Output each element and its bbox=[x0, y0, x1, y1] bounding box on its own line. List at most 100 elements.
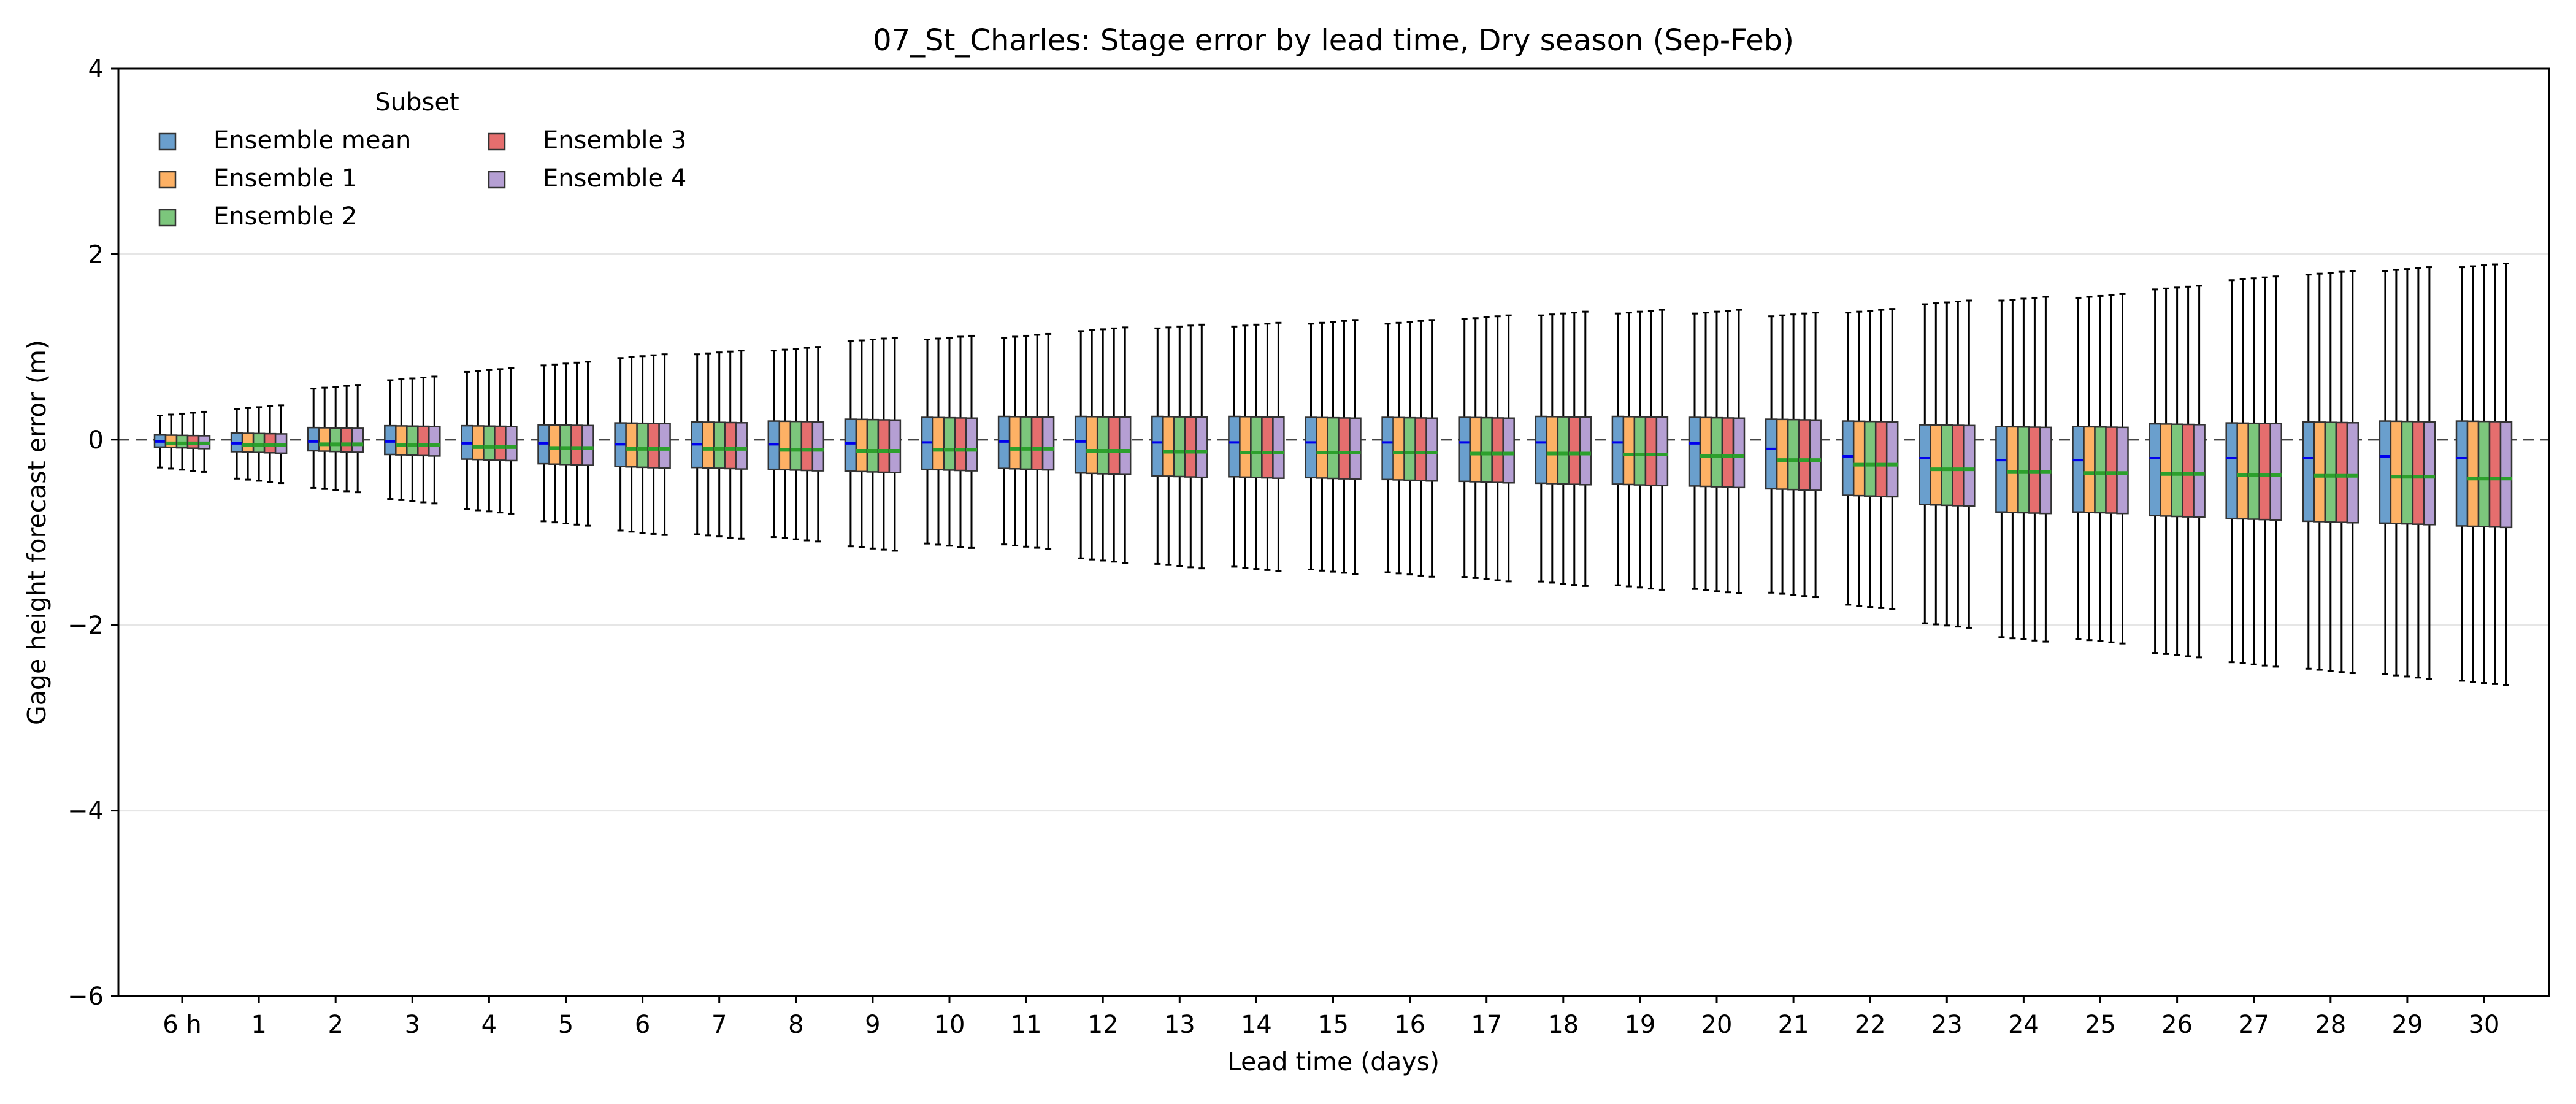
x-tick-label: 10 bbox=[934, 1011, 965, 1039]
box bbox=[2006, 426, 2019, 513]
legend: Subset Ensemble mean Ensemble 1 Ensemble 2… bbox=[158, 88, 686, 231]
box bbox=[1019, 416, 1033, 470]
x-tick-label: 17 bbox=[1471, 1011, 1502, 1039]
legend-swatch bbox=[158, 171, 177, 189]
box-group bbox=[1688, 309, 1746, 594]
box bbox=[1941, 424, 1953, 507]
box bbox=[1699, 416, 1712, 488]
box bbox=[1250, 416, 1263, 478]
grid-lines bbox=[118, 253, 2549, 812]
x-axis-label: Lead time (days) bbox=[1227, 1047, 1439, 1076]
box bbox=[1809, 419, 1822, 491]
box-group bbox=[153, 410, 211, 473]
box bbox=[1107, 416, 1121, 475]
x-axis: 6 h 1 2 3 4 5 6 7 8 9 10 11 12 13 14 15 16 17 18 19 20 21 22 23… bbox=[163, 996, 2499, 1039]
box bbox=[505, 426, 518, 462]
box-group bbox=[767, 346, 825, 543]
box bbox=[2171, 423, 2183, 518]
box bbox=[1349, 417, 1362, 480]
x-tick-label: 5 bbox=[558, 1011, 573, 1039]
box bbox=[1852, 420, 1866, 497]
box bbox=[1074, 415, 1087, 474]
box bbox=[1919, 424, 1931, 505]
box bbox=[472, 425, 485, 461]
legend-swatch bbox=[158, 209, 177, 227]
box-group bbox=[997, 332, 1055, 550]
box-group bbox=[1765, 312, 1822, 599]
box bbox=[318, 427, 331, 452]
box bbox=[1085, 416, 1098, 475]
box bbox=[1118, 416, 1132, 475]
box-plots bbox=[153, 263, 2513, 686]
legend-label: Ensemble 2 bbox=[213, 202, 357, 231]
box bbox=[1403, 416, 1416, 481]
box bbox=[713, 421, 726, 469]
box bbox=[395, 425, 408, 456]
box-group bbox=[1305, 319, 1362, 575]
x-tick-label: 6 bbox=[635, 1011, 650, 1039]
box-group bbox=[307, 384, 364, 494]
box bbox=[2499, 421, 2513, 529]
box-group bbox=[691, 350, 748, 540]
box bbox=[2401, 420, 2414, 525]
box bbox=[2160, 423, 2172, 517]
box bbox=[778, 420, 792, 471]
box bbox=[2105, 426, 2118, 514]
box bbox=[417, 425, 430, 457]
box bbox=[2477, 420, 2491, 527]
box bbox=[351, 427, 364, 453]
box bbox=[483, 425, 496, 461]
box bbox=[2193, 424, 2206, 518]
box bbox=[2072, 426, 2085, 513]
box-group bbox=[2302, 270, 2359, 675]
box bbox=[1239, 416, 1252, 478]
x-tick-label: 26 bbox=[2161, 1011, 2193, 1039]
box bbox=[1765, 418, 1778, 490]
box bbox=[1963, 424, 1976, 507]
box bbox=[1622, 416, 1636, 486]
box bbox=[307, 426, 320, 452]
legend-label: Ensemble 1 bbox=[213, 164, 357, 193]
box bbox=[647, 423, 660, 469]
x-tick-label: 13 bbox=[1164, 1011, 1195, 1039]
box bbox=[1008, 416, 1022, 470]
box bbox=[2094, 426, 2107, 514]
box-group bbox=[1841, 308, 1899, 610]
box bbox=[1096, 416, 1110, 475]
box bbox=[164, 434, 178, 448]
box bbox=[1721, 417, 1735, 488]
box bbox=[2258, 423, 2271, 521]
x-tick-label: 27 bbox=[2238, 1011, 2269, 1039]
box-group bbox=[537, 361, 594, 527]
box bbox=[844, 418, 857, 472]
box bbox=[2269, 423, 2282, 521]
box bbox=[1184, 416, 1197, 478]
box bbox=[2236, 422, 2249, 520]
box bbox=[1611, 415, 1625, 485]
legend-swatch bbox=[158, 132, 177, 151]
legend-label: Ensemble 4 bbox=[543, 164, 686, 193]
box bbox=[1381, 416, 1394, 481]
box bbox=[2116, 426, 2129, 515]
chart-title: 07_St_Charles: Stage error by lead time,… bbox=[873, 23, 1794, 58]
box bbox=[1546, 416, 1559, 485]
x-tick-label: 19 bbox=[1624, 1011, 1655, 1039]
box bbox=[1041, 416, 1055, 471]
box bbox=[1162, 416, 1175, 477]
box bbox=[943, 416, 956, 471]
box bbox=[1414, 417, 1427, 481]
box bbox=[1173, 416, 1186, 478]
box bbox=[1568, 416, 1581, 485]
legend-label: Ensemble mean bbox=[213, 126, 411, 155]
box bbox=[855, 418, 868, 473]
y-tick-label: −6 bbox=[67, 983, 104, 1011]
y-tick-label: 0 bbox=[88, 426, 104, 454]
box bbox=[2028, 426, 2041, 514]
box bbox=[548, 424, 561, 465]
box bbox=[1491, 417, 1504, 483]
x-tick-label: 25 bbox=[2085, 1011, 2116, 1039]
box bbox=[1841, 420, 1855, 496]
box bbox=[932, 416, 945, 471]
box bbox=[625, 422, 638, 468]
x-tick-label: 9 bbox=[865, 1011, 880, 1039]
